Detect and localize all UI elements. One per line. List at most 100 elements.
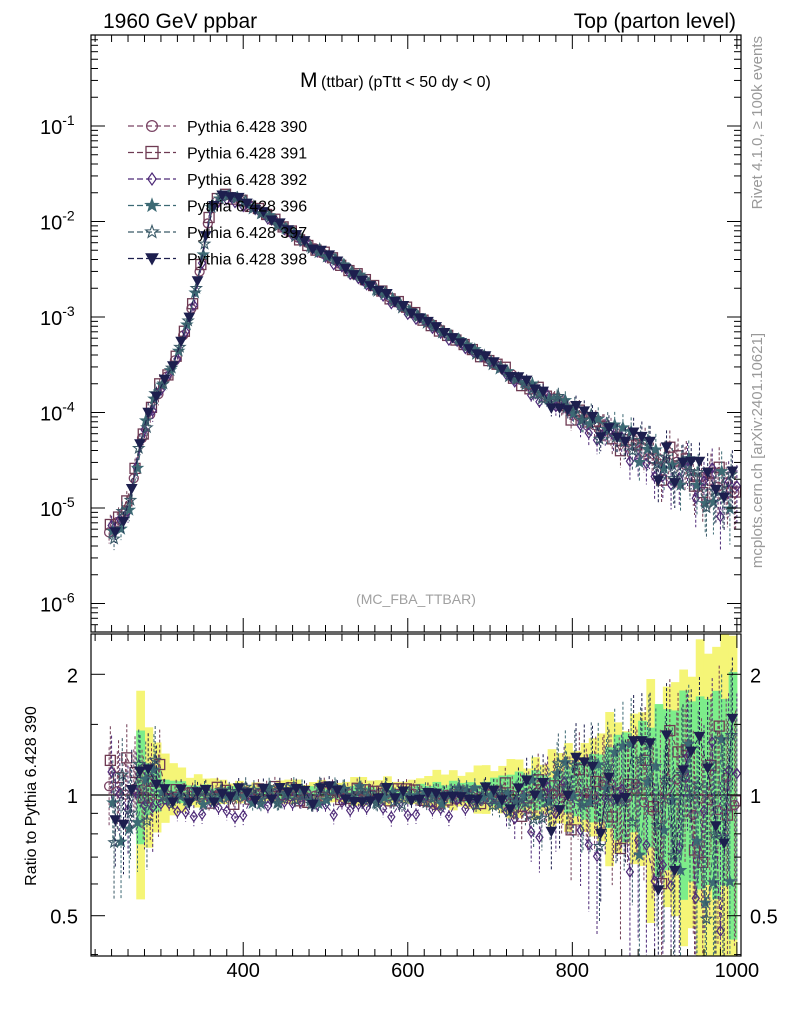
- ratio-point: [140, 799, 149, 812]
- data-point: [422, 316, 434, 328]
- ratio-point: [189, 789, 204, 803]
- ratio-point: [167, 797, 179, 808]
- ratio-point: [241, 788, 253, 799]
- ratio-point: [502, 804, 516, 818]
- ratio-point: [691, 778, 705, 792]
- data-point: [199, 231, 212, 242]
- data-point: [504, 372, 517, 383]
- ratio-point: [138, 771, 153, 785]
- data-point: [665, 457, 680, 471]
- ratio-band-inner: [317, 788, 326, 799]
- ratio-point: [148, 801, 157, 814]
- ratio-point: [561, 790, 574, 802]
- ratio-point: [354, 783, 368, 797]
- data-point: [619, 436, 632, 448]
- data-point: [273, 218, 286, 229]
- data-point: [616, 420, 630, 434]
- data-point: [603, 423, 615, 434]
- data-point: [265, 215, 278, 226]
- side-mcplots: mcplots.cern.ch [arXiv:2401.10621]: [749, 333, 766, 568]
- ratio-point: [282, 787, 294, 798]
- series-line: [114, 194, 733, 533]
- ratio-point: [419, 795, 434, 809]
- series-line: [108, 195, 735, 533]
- ratio-point: [535, 810, 549, 824]
- data-point: [625, 455, 635, 468]
- series-main: [109, 190, 739, 543]
- data-point: [167, 361, 179, 372]
- ratio-point: [387, 810, 396, 823]
- ratio-point: [619, 792, 632, 804]
- data-point: [197, 257, 207, 270]
- ratio-point: [614, 842, 627, 855]
- data-point: [496, 364, 508, 376]
- ratio-point: [403, 809, 413, 822]
- x-tick-label: 400: [227, 960, 260, 982]
- ratio-point: [378, 802, 388, 815]
- data-point: [732, 480, 741, 493]
- ratio-band-inner: [646, 727, 656, 848]
- legend: Pythia 6.428 390 Pythia 6.428 391 Pythia 6…: [128, 119, 307, 269]
- ratio-point: [387, 794, 401, 808]
- data-point: [644, 436, 656, 448]
- data-point: [130, 460, 145, 474]
- x-tick-label: 1000: [715, 960, 760, 982]
- data-point: [175, 336, 187, 348]
- ratio-point: [348, 797, 360, 808]
- ratio-band-inner: [292, 789, 302, 799]
- ratio-point: [454, 792, 467, 803]
- ratio-band-inner: [671, 710, 680, 869]
- ratio-point: [636, 736, 648, 747]
- ratio-point: [173, 789, 187, 803]
- ratio-point: [674, 767, 689, 781]
- data-point: [706, 494, 721, 508]
- data-point: [699, 500, 714, 514]
- ratio-point: [131, 757, 146, 771]
- ratio-point: [600, 759, 615, 773]
- ratio-point: [504, 804, 517, 815]
- data-point: [479, 351, 492, 362]
- data-point: [197, 236, 212, 250]
- ratio-point: [114, 834, 128, 848]
- ratio-point: [633, 834, 643, 847]
- ratio-band-inner: [621, 732, 631, 843]
- y-tick-label: 10-1: [40, 112, 75, 139]
- data-point: [707, 461, 717, 475]
- data-point: [529, 384, 541, 395]
- data-point: [520, 375, 533, 387]
- y-tick-exponent: -2: [62, 208, 75, 224]
- legend-label: Pythia 6.428 398: [187, 252, 307, 269]
- plot-title: M (ttbar) (pTtt < 50 dy < 0): [300, 69, 491, 92]
- data-point: [537, 386, 549, 398]
- y-tick-exponent: -3: [62, 303, 75, 319]
- data-point: [668, 478, 681, 489]
- legend-marker: [144, 197, 160, 213]
- ratio-point: [175, 784, 187, 796]
- ratio-point: [238, 809, 248, 822]
- ratio-point: [290, 783, 303, 795]
- data-point: [446, 333, 459, 344]
- ratio-point: [257, 783, 270, 795]
- data-point: [290, 230, 303, 241]
- data-point: [551, 389, 566, 402]
- ratio-point: [356, 797, 368, 808]
- y-tick-exponent: -6: [62, 590, 75, 606]
- x-tick-label: 800: [556, 960, 589, 982]
- ratio-point: [485, 798, 500, 812]
- ratio-point: [732, 767, 741, 780]
- ratio-band-inner: [531, 770, 540, 811]
- data-point: [331, 256, 344, 268]
- ratio-point: [428, 790, 442, 804]
- series-main: [103, 190, 740, 544]
- ratio-point: [389, 793, 401, 804]
- data-point: [158, 374, 171, 386]
- ratio-point: [107, 765, 116, 778]
- data-point: [257, 207, 270, 218]
- ratio-point: [395, 797, 409, 811]
- ratio-point: [479, 782, 492, 793]
- ratio-tick-label-right: 2: [750, 665, 761, 687]
- ratio-point: [468, 780, 482, 794]
- data-point: [652, 475, 665, 487]
- ratio-band-inner: [695, 696, 705, 890]
- ratio-point: [438, 792, 451, 803]
